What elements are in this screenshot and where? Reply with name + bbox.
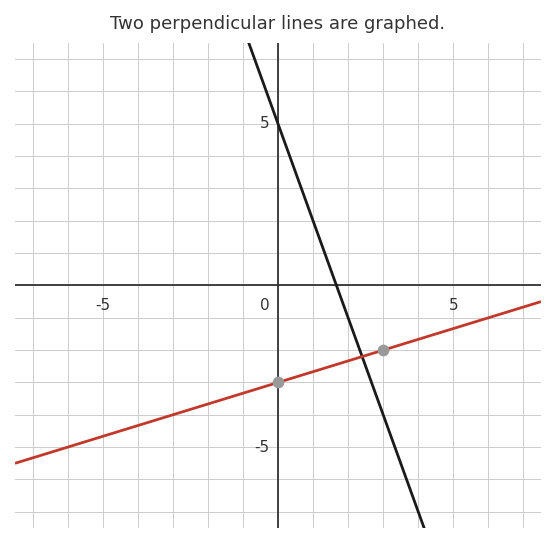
Text: 0: 0 xyxy=(260,299,269,313)
Text: 5: 5 xyxy=(260,116,269,131)
Text: 5: 5 xyxy=(449,299,458,313)
Point xyxy=(379,346,388,355)
Text: -5: -5 xyxy=(254,440,269,454)
Text: -5: -5 xyxy=(95,299,110,313)
Point xyxy=(274,378,282,387)
Title: Two perpendicular lines are graphed.: Two perpendicular lines are graphed. xyxy=(111,15,445,33)
